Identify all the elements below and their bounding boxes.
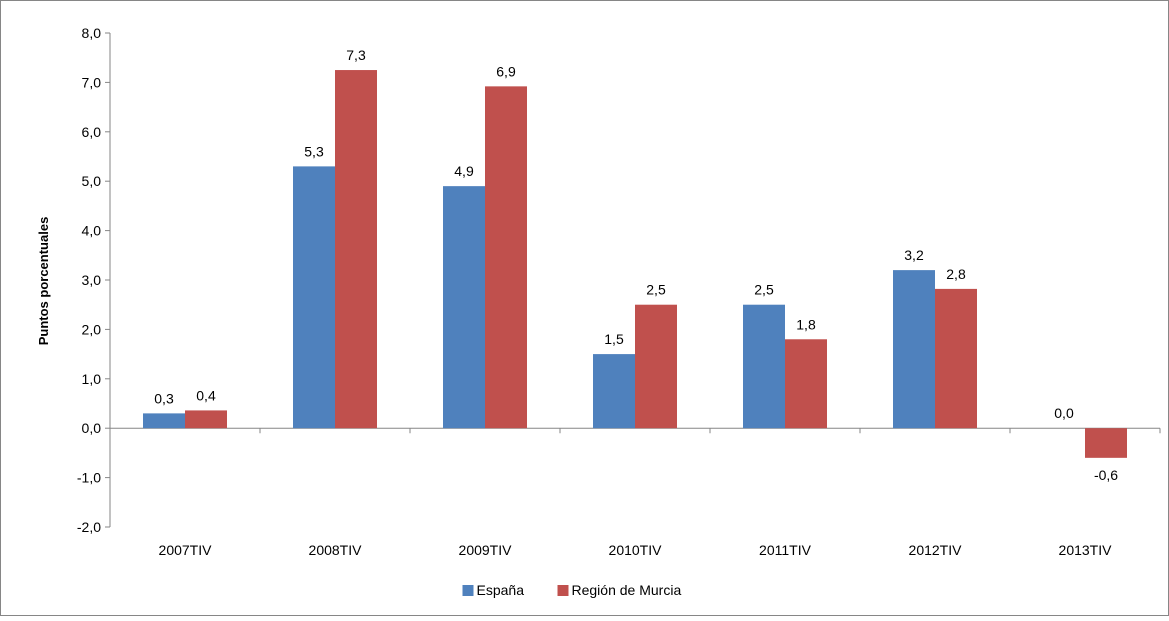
- bar-murcia: [335, 70, 377, 429]
- axes: -2,0 -1,0 0,0 1,0 2,0 3,0 4,0 5,0 6,0 7,0 8,0 2007T…: [77, 25, 1161, 558]
- y-tick-label: -2,0: [77, 519, 101, 535]
- data-label: 1,5: [604, 331, 624, 347]
- y-tick-label: -1,0: [77, 470, 101, 486]
- y-tick-label: 3,0: [82, 272, 102, 288]
- bar-espana: [293, 166, 335, 429]
- data-label: 0,3: [154, 390, 174, 406]
- data-label: 4,9: [454, 163, 474, 179]
- data-label: 2,5: [754, 282, 774, 298]
- legend-swatch: [557, 585, 569, 596]
- data-label: 2,5: [646, 282, 666, 298]
- data-label: -0,6: [1094, 467, 1118, 483]
- y-tick-label: 0,0: [82, 420, 102, 436]
- data-label: 1,8: [796, 316, 816, 332]
- x-tick-label: 2011TIV: [759, 542, 812, 558]
- x-tick-label: 2007TIV: [159, 542, 213, 558]
- data-label: 5,3: [304, 143, 324, 159]
- bar-murcia: [635, 304, 677, 429]
- data-label: 0,0: [1054, 405, 1074, 421]
- data-label: 3,2: [904, 247, 924, 263]
- bar-murcia: [935, 288, 977, 429]
- y-tick-label: 4,0: [82, 223, 102, 239]
- x-tick-label: 2009TIV: [459, 542, 513, 558]
- bar-espana: [143, 413, 185, 429]
- data-label: 0,4: [196, 387, 216, 403]
- legend-label: España: [477, 582, 525, 598]
- legend-label: Región de Murcia: [572, 582, 682, 598]
- x-tick-label: 2008TIV: [309, 542, 363, 558]
- data-label: 6,9: [496, 63, 516, 79]
- bar-murcia: [1085, 428, 1127, 458]
- data-label: 7,3: [346, 47, 366, 63]
- bar-murcia: [185, 410, 227, 429]
- bar-espana: [893, 270, 935, 429]
- y-tick-label: 7,0: [82, 74, 102, 90]
- x-tick-label: 2013TIV: [1059, 542, 1113, 558]
- bar-murcia: [785, 339, 827, 429]
- bar-espana: [593, 354, 635, 429]
- bar-espana: [743, 304, 785, 429]
- y-tick-label: 1,0: [82, 371, 102, 387]
- legend: España Región de Murcia: [462, 582, 682, 598]
- data-label: 2,8: [946, 266, 966, 282]
- x-tick-label: 2010TIV: [609, 542, 663, 558]
- y-axis-title: Puntos porcentuales: [36, 217, 51, 346]
- bar-murcia: [485, 86, 527, 429]
- y-tick-label: 6,0: [82, 124, 102, 140]
- bars: [143, 70, 1127, 458]
- data-labels: 0,3 5,3 4,9 1,5 2,5 3,2 0,0 0,4 7,3 6,9 2,5 1,8 2,8 -…: [154, 47, 1118, 483]
- y-tick-label: 5,0: [82, 173, 102, 189]
- y-tick-label: 8,0: [82, 25, 102, 41]
- x-tick-label: 2012TIV: [909, 542, 963, 558]
- bar-espana: [443, 186, 485, 429]
- legend-swatch: [462, 585, 474, 596]
- y-tick-label: 2,0: [82, 321, 102, 337]
